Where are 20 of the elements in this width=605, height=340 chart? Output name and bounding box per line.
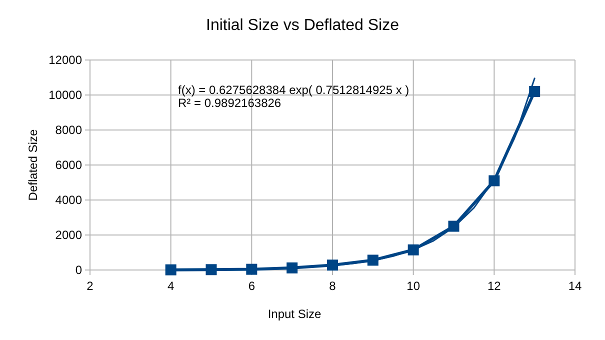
- y-tick-label: 10000: [48, 88, 82, 102]
- y-tick-label: 2000: [55, 228, 82, 242]
- x-axis-title: Input Size: [268, 307, 322, 321]
- y-tick-label: 12000: [48, 53, 82, 68]
- annotation: f(x) = 0.6275628384 exp( 0.7512814925 x ): [178, 83, 410, 97]
- y-tick-label: 8000: [55, 123, 82, 138]
- chart-title: Initial Size vs Deflated Size: [206, 17, 400, 34]
- y-tick-label: 0: [75, 263, 82, 278]
- point: [165, 264, 176, 276]
- x-tick-label: 12: [487, 279, 502, 293]
- x-tick-label: 4: [167, 279, 174, 293]
- annotation: R² = 0.9892163826: [178, 96, 282, 110]
- y-tick-label: 4000: [55, 193, 82, 208]
- x-tick-label: 8: [329, 279, 336, 293]
- x-tick-label: 14: [568, 279, 582, 293]
- x-tick-label: 6: [248, 279, 256, 293]
- x-tick-label: 2: [86, 279, 94, 293]
- y-axis-title: Deflated Size: [26, 128, 40, 201]
- x-tick-label: 10: [406, 279, 420, 293]
- y-tick-label: 6000: [55, 158, 82, 172]
